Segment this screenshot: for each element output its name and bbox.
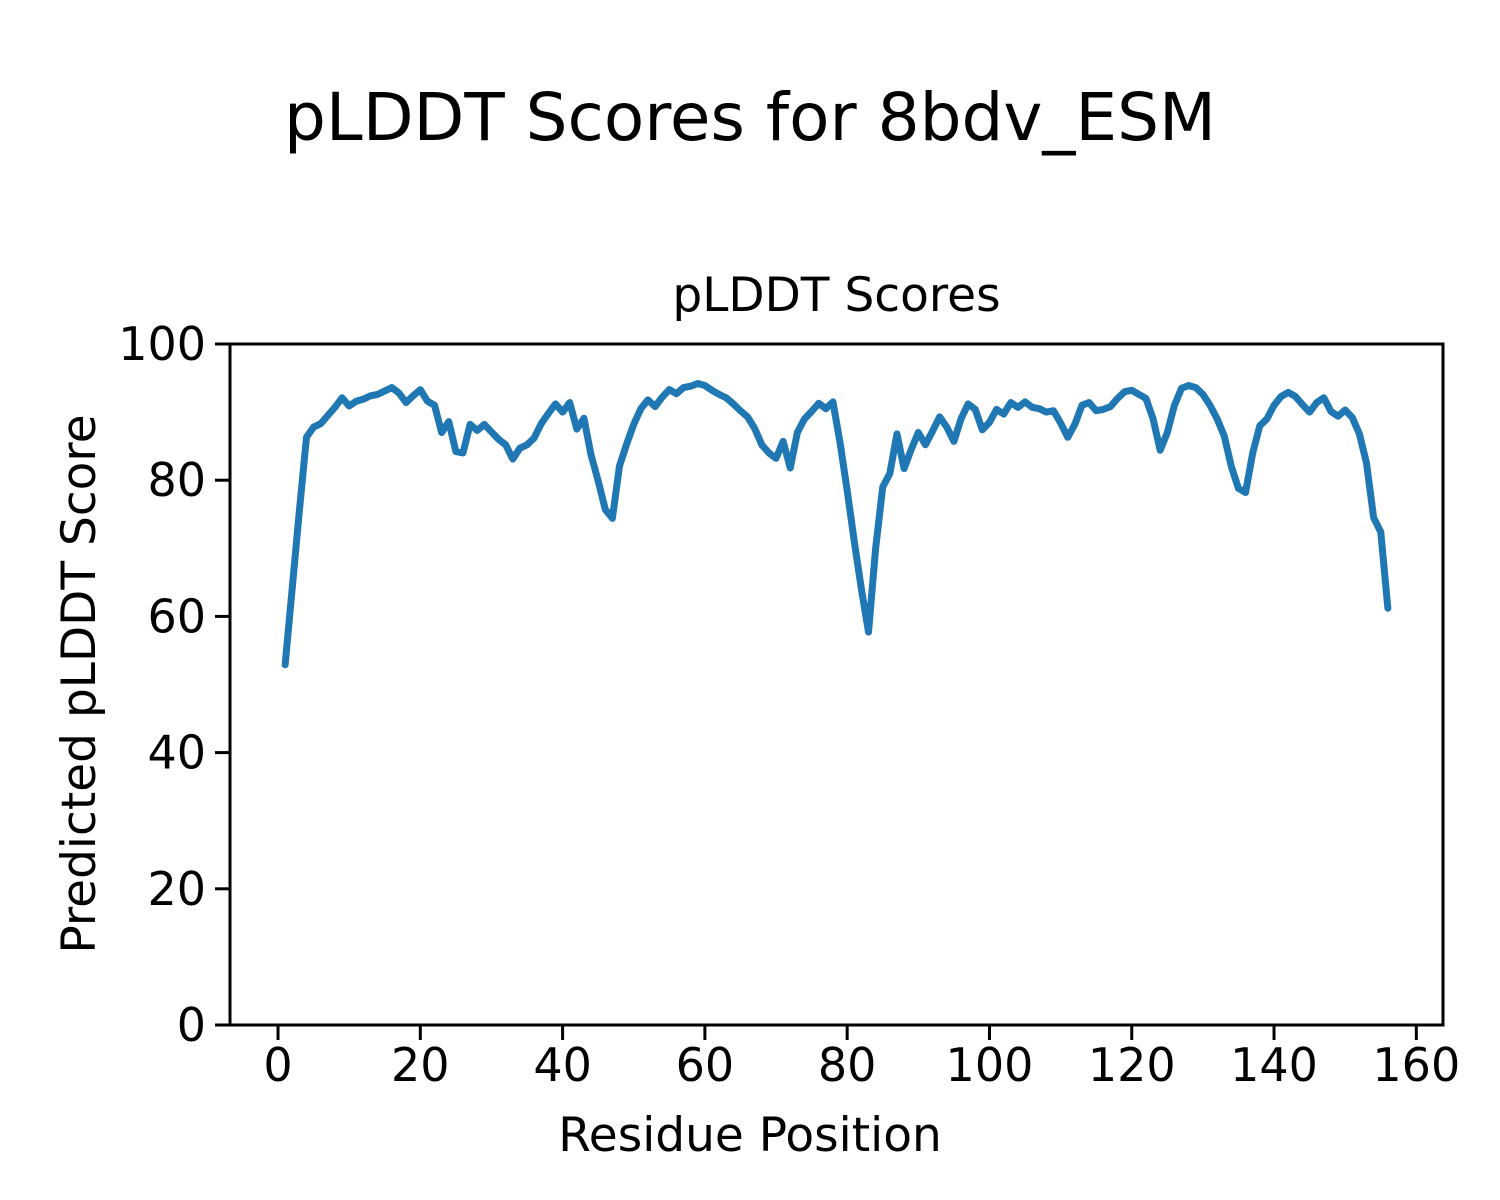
y-tick-label: 80: [147, 453, 206, 507]
x-tick-label: 20: [391, 1038, 450, 1092]
y-tick-label: 20: [147, 862, 206, 916]
x-tick-label: 40: [533, 1038, 592, 1092]
plddt-score-line: [281, 379, 1392, 669]
x-tick-label: 0: [263, 1038, 292, 1092]
y-tick-label: 0: [177, 998, 206, 1052]
x-tick-label: 60: [676, 1038, 735, 1092]
x-tick-label: 80: [818, 1038, 877, 1092]
y-tick-label: 60: [147, 589, 206, 643]
y-tick-label: 40: [147, 726, 206, 780]
plot-frame: [228, 342, 1445, 1027]
y-axis-label: Predicted pLDDT Score: [52, 414, 108, 954]
x-axis-label: Residue Position: [558, 1108, 942, 1163]
x-tick-label: 160: [1372, 1038, 1460, 1092]
x-tick-label: 140: [1230, 1038, 1318, 1092]
axes-title: pLDDT Scores: [672, 268, 1001, 323]
figure-title: pLDDT Scores for 8bdv_ESM: [284, 79, 1216, 156]
x-tick-label: 100: [946, 1038, 1034, 1092]
x-tick-label: 120: [1088, 1038, 1176, 1092]
y-tick-label: 100: [118, 317, 206, 371]
